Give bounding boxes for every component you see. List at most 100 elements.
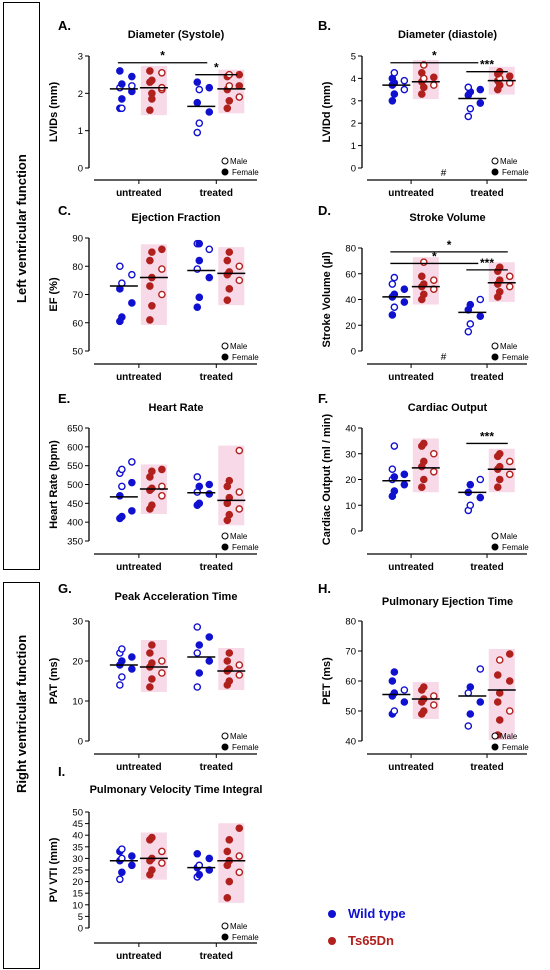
data-point — [118, 673, 126, 681]
data-point — [400, 285, 409, 294]
y-tick-label: 20 — [72, 877, 83, 888]
sex-legend-male: Male — [230, 732, 248, 741]
x-group-label: treated — [470, 562, 503, 573]
y-tick-label: 20 — [345, 321, 356, 332]
data-point — [235, 852, 244, 860]
data-point — [225, 836, 234, 844]
data-point — [146, 256, 154, 265]
data-point — [495, 475, 504, 484]
data-point — [146, 106, 154, 114]
data-point — [148, 89, 156, 98]
data-point — [223, 657, 232, 665]
data-point — [417, 90, 426, 98]
y-tick-label: 90 — [72, 234, 83, 245]
y-tick-label: 10 — [72, 900, 83, 911]
y-tick-label: 5 — [351, 52, 356, 63]
x-group-label: treated — [200, 762, 233, 773]
data-point — [148, 484, 156, 493]
data-point — [195, 256, 204, 265]
y-tick-label: 550 — [67, 461, 83, 472]
data-point — [225, 268, 234, 276]
significance-label: * — [432, 249, 437, 263]
data-point — [148, 866, 156, 874]
data-point — [193, 78, 202, 86]
data-point — [193, 265, 202, 273]
y-tick-label: 600 — [67, 442, 83, 453]
y-tick-label: 40 — [345, 295, 356, 306]
data-point — [195, 641, 204, 649]
y-tick-label: 60 — [345, 677, 356, 688]
data-point — [148, 301, 156, 310]
data-point — [476, 85, 485, 94]
data-point — [146, 316, 154, 324]
panel-title: Ejection Fraction — [131, 212, 221, 224]
data-point — [128, 270, 136, 279]
data-point — [390, 473, 399, 481]
data-point — [390, 69, 399, 77]
ts65dn-highlight — [218, 247, 245, 306]
y-tick-label: 450 — [67, 499, 83, 510]
male-symbol-icon — [491, 532, 499, 540]
y-tick-label: 50 — [72, 808, 83, 819]
data-point — [400, 470, 409, 479]
legend-wild-type: Wild type — [328, 906, 406, 921]
data-point — [466, 710, 475, 718]
y-tick-label: 70 — [72, 290, 83, 301]
data-point — [464, 83, 473, 92]
data-point — [225, 248, 234, 256]
data-point — [195, 239, 204, 248]
y-tick-label: 60 — [345, 269, 356, 280]
panel-title: Stroke Volume — [409, 212, 485, 224]
female-symbol-icon — [221, 743, 229, 751]
sex-legend-female: Female — [502, 743, 529, 752]
significance-label: * — [447, 238, 452, 252]
panel-letter: C. — [58, 203, 71, 218]
male-symbol-icon — [221, 342, 229, 350]
data-point — [495, 449, 504, 458]
data-point — [388, 280, 397, 288]
data-point — [464, 112, 473, 121]
data-point — [148, 659, 156, 667]
data-point — [464, 327, 473, 336]
ts65dn-highlight — [412, 438, 439, 493]
ts65dn-dot-icon — [328, 936, 336, 945]
data-point — [116, 491, 124, 500]
hash-marker: # — [441, 352, 447, 363]
data-point — [429, 73, 438, 82]
y-tick-label: 3 — [351, 96, 356, 107]
y-tick-label: 10 — [345, 501, 356, 512]
sex-legend-male: Male — [230, 157, 248, 166]
data-point — [429, 81, 438, 89]
panel-E: E. Heart Rate 350 400 450 500 550 600 650 Heart R… — [48, 391, 259, 573]
data-point — [505, 650, 514, 658]
data-point — [235, 276, 244, 285]
data-point — [205, 657, 214, 665]
y-tick-label: 35 — [72, 842, 83, 853]
data-point — [419, 475, 428, 484]
y-tick-label: 30 — [345, 449, 356, 460]
data-point — [476, 312, 485, 321]
sex-legend-female: Female — [232, 933, 259, 942]
panel-title: Peak Acceleration Time — [115, 591, 238, 603]
data-point — [118, 313, 126, 321]
data-point — [388, 311, 397, 319]
data-point — [235, 671, 244, 679]
data-point — [205, 854, 214, 863]
data-point — [466, 683, 475, 691]
sex-legend-female: Female — [232, 168, 259, 177]
data-point — [235, 824, 244, 833]
data-point — [505, 707, 514, 715]
data-point — [148, 675, 156, 683]
panel-title: Pulmonary Ejection Time — [382, 596, 513, 608]
data-point — [390, 668, 399, 676]
panel-title: Cardiac Output — [408, 402, 488, 414]
data-point — [118, 854, 126, 863]
male-symbol-icon — [221, 922, 229, 930]
y-tick-label: 1 — [351, 141, 356, 152]
data-point — [148, 248, 156, 256]
data-point — [193, 303, 202, 312]
male-symbol-icon — [491, 732, 499, 740]
panel-F: F. Cardiac Output 0 10 20 30 40 Cardiac Output … — [318, 391, 529, 573]
legend-ts65dn: Ts65Dn — [328, 933, 394, 948]
data-point — [205, 866, 214, 874]
